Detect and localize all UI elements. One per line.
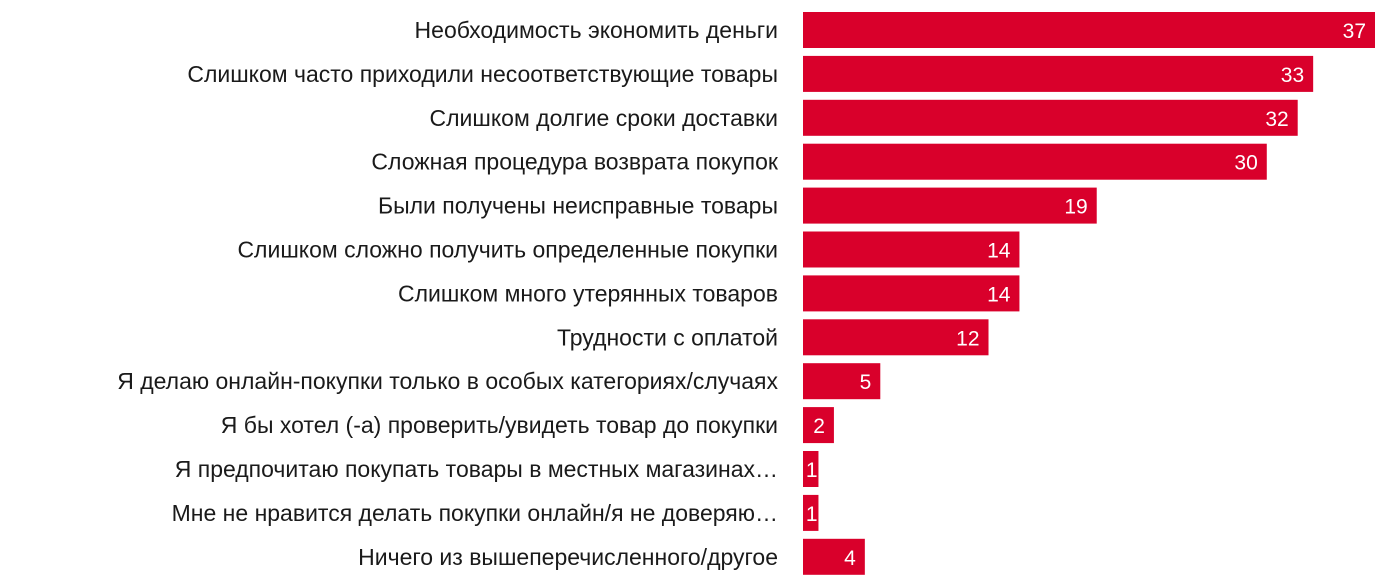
bar <box>803 187 1097 224</box>
bar <box>803 99 1298 136</box>
category-label: Мне не нравится делать покупки онлайн/я … <box>172 500 778 526</box>
value-label: 5 <box>860 371 872 394</box>
bar <box>803 407 834 444</box>
category-label: Я бы хотел (-а) проверить/увидеть товар … <box>221 412 778 438</box>
bar <box>803 494 819 531</box>
category-label: Я предпочитаю покупать товары в местных … <box>175 456 778 482</box>
bar <box>803 538 865 575</box>
value-label: 4 <box>844 547 856 570</box>
bar <box>803 319 989 356</box>
bar <box>803 12 1375 48</box>
value-label: 1 <box>806 503 818 526</box>
bar <box>803 143 1267 180</box>
bar <box>803 55 1314 92</box>
bar <box>803 275 1020 312</box>
value-label: 33 <box>1281 64 1304 87</box>
category-label: Я делаю онлайн-покупки только в особых к… <box>117 368 778 394</box>
bars <box>803 12 1375 575</box>
category-label: Слишком много утерянных товаров <box>398 280 778 306</box>
value-label: 19 <box>1064 196 1087 219</box>
category-label: Сложная процедура возврата покупок <box>371 149 779 175</box>
category-label: Слишком долгие сроки доставки <box>430 105 778 131</box>
value-label: 32 <box>1265 108 1288 131</box>
category-label: Слишком часто приходили несоответствующи… <box>187 61 778 87</box>
category-labels: Необходимость экономить деньги Слишком ча… <box>117 17 779 570</box>
category-label: Были получены неисправные товары <box>378 193 778 219</box>
value-label: 14 <box>987 240 1011 263</box>
value-label: 12 <box>956 327 979 350</box>
bar <box>803 231 1020 268</box>
bar <box>803 451 819 487</box>
value-label: 14 <box>987 283 1011 306</box>
bar <box>803 363 881 400</box>
value-label: 30 <box>1234 152 1257 175</box>
value-label: 37 <box>1343 20 1366 43</box>
category-label: Трудности с оплатой <box>557 324 778 350</box>
value-label: 2 <box>813 415 825 438</box>
category-label: Необходимость экономить деньги <box>415 17 778 43</box>
category-label: Ничего из вышеперечисленного/другое <box>358 544 778 570</box>
value-label: 1 <box>806 459 818 482</box>
category-label: Слишком сложно получить определенные пок… <box>237 237 778 263</box>
